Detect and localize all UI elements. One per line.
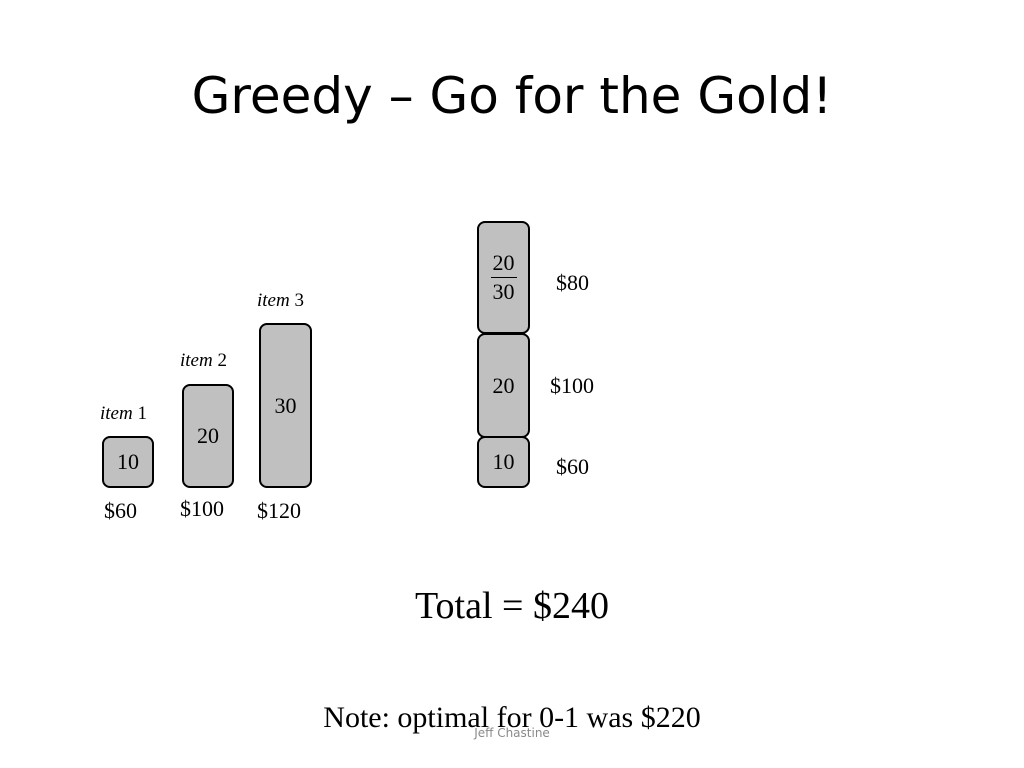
item-2-box: 20	[182, 384, 234, 488]
knapsack-bottom-box: 10	[477, 436, 530, 488]
item-3-price: $120	[257, 498, 301, 523]
item-3-label: item 3	[257, 290, 304, 312]
knapsack-middle-price: $100	[550, 373, 594, 398]
slide-title: Greedy – Go for the Gold!	[191, 67, 833, 125]
knapsack-top-denominator: 30	[492, 279, 515, 304]
item-3-label-word: item	[257, 290, 290, 311]
item-1-box: 10	[102, 436, 154, 488]
knapsack-top-numerator: 20	[492, 250, 515, 275]
knapsack-bottom-weight: 10	[492, 449, 515, 474]
item-1-label-word: item	[100, 403, 133, 424]
item-3-box: 30	[259, 323, 312, 488]
item-1-label-number: 1	[137, 403, 147, 424]
knapsack-middle-weight: 20	[492, 372, 515, 398]
note-text: Note: optimal for 0-1 was $220	[323, 701, 701, 734]
fraction-bar	[490, 277, 517, 278]
item-1-price: $60	[104, 498, 137, 523]
knapsack-top-price: $80	[556, 270, 589, 295]
item-2-label-word: item	[180, 350, 213, 371]
item-3-weight: 30	[274, 392, 297, 418]
item-2-price: $100	[180, 496, 224, 521]
footer-author: Jeff Chastine	[474, 726, 550, 740]
knapsack-top-fraction: 20 30	[490, 249, 517, 306]
total-text: Total = $240	[415, 585, 609, 627]
knapsack-middle-box: 20	[477, 333, 530, 438]
item-2-label: item 2	[180, 350, 227, 372]
item-1-weight: 10	[117, 449, 139, 474]
knapsack-top-box: 20 30	[477, 221, 530, 334]
item-2-label-number: 2	[217, 350, 227, 371]
item-3-label-number: 3	[294, 290, 304, 311]
item-2-weight: 20	[197, 423, 219, 448]
item-1-label: item 1	[100, 403, 147, 425]
knapsack-bottom-price: $60	[556, 454, 589, 479]
